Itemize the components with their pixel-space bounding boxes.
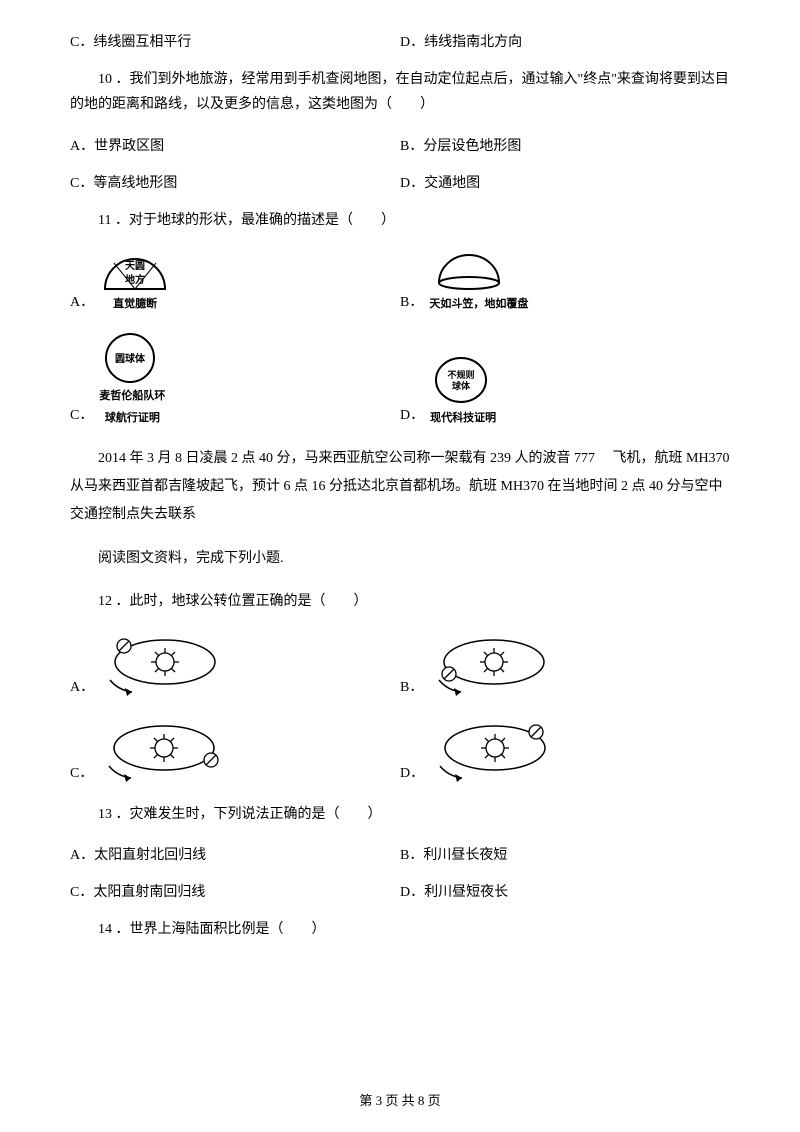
q11-c-caption-l1: 麦哲伦船队环	[99, 387, 165, 407]
q11-d-inner1: 不规则	[448, 369, 475, 380]
q11-a-midtext: 地方	[125, 273, 145, 286]
q11-a-caption: 直觉臆断	[100, 295, 170, 315]
option-c: C．纬线圈互相平行	[70, 30, 400, 55]
q12-option-b: B．	[400, 630, 730, 700]
q11-c-caption-l2: 球航行证明	[99, 409, 165, 429]
q12-orbit-c-icon	[99, 716, 229, 786]
q10-option-d: D．交通地图	[400, 171, 730, 196]
q12-option-a: A．	[70, 630, 400, 700]
q13-option-b: B．利川昼长夜短	[400, 843, 730, 868]
q12-option-c: C．	[70, 716, 400, 786]
q11-d-caption: 现代科技证明	[430, 409, 496, 429]
q11-option-d: D． 不规则 球体 现代科技证明	[400, 331, 730, 429]
q12-label-c: C．	[70, 761, 93, 786]
q12-orbit-b-icon	[429, 630, 559, 700]
q10-option-b: B．分层设色地形图	[400, 134, 730, 159]
question-10-stem: 10 ．我们到外地旅游，经常用到手机查阅地图，在自动定位起点后，通过输入"终点"…	[70, 67, 730, 117]
q12-label-a: A．	[70, 675, 94, 700]
q11-option-c: C． 圆球体 麦哲伦船队环 球航行证明	[70, 331, 400, 429]
q12-orbit-d-icon	[430, 716, 560, 786]
q11-row2: C． 圆球体 麦哲伦船队环 球航行证明 D． 不规则 球体 现代科技证明	[70, 331, 730, 429]
q11-shape-b-hemisphere-icon: 天如斗笠，地如覆盘	[429, 249, 528, 315]
question-10-row2: C．等高线地形图 D．交通地图	[70, 171, 730, 196]
q10-option-a: A．世界政区图	[70, 134, 400, 159]
q11-shape-d-irregular-sphere-icon: 不规则 球体 现代科技证明	[430, 353, 496, 429]
q12-label-d: D．	[400, 761, 424, 786]
q11-d-inner2: 球体	[452, 380, 471, 391]
passage-mh370: 2014 年 3 月 8 日凌晨 2 点 40 分，马来西亚航空公司称一架载有 …	[70, 445, 730, 529]
q13-option-a: A．太阳直射北回归线	[70, 843, 400, 868]
q12-option-d: D．	[400, 716, 730, 786]
q11-option-a: A． 天圆 地方 直觉臆断	[70, 249, 400, 315]
question-10-row1: A．世界政区图 B．分层设色地形图	[70, 134, 730, 159]
question-13-stem: 13 ．灾难发生时，下列说法正确的是（ ）	[70, 802, 730, 827]
q11-label-d: D．	[400, 403, 424, 428]
q13-row1: A．太阳直射北回归线 B．利川昼长夜短	[70, 843, 730, 868]
q11-c-inner: 圆球体	[115, 352, 146, 365]
q10-option-c: C．等高线地形图	[70, 171, 400, 196]
q11-option-b: B． 天如斗笠，地如覆盘	[400, 249, 730, 315]
q11-shape-c-sphere-icon: 圆球体 麦哲伦船队环 球航行证明	[99, 331, 165, 429]
passage-instruction: 阅读图文资料，完成下列小题.	[70, 545, 730, 573]
q11-label-a: A．	[70, 290, 94, 315]
q13-option-c: C．太阳直射南回归线	[70, 880, 400, 905]
q13-row2: C．太阳直射南回归线 D．利川昼短夜长	[70, 880, 730, 905]
q11-a-toptext: 天圆	[125, 260, 145, 272]
q12-row2: C．	[70, 716, 730, 786]
question-12-stem: 12 ．此时，地球公转位置正确的是（ ）	[70, 589, 730, 614]
q12-label-b: B．	[400, 675, 423, 700]
q11-label-b: B．	[400, 290, 423, 315]
q11-shape-a-dome-icon: 天圆 地方 直觉臆断	[100, 251, 170, 315]
q11-label-c: C．	[70, 403, 93, 428]
prev-question-tail: C．纬线圈互相平行 D．纬线指南北方向	[70, 30, 730, 55]
option-d: D．纬线指南北方向	[400, 30, 730, 55]
q11-b-caption: 天如斗笠，地如覆盘	[429, 295, 528, 315]
q11-row1: A． 天圆 地方 直觉臆断 B． 天如斗笠，地如覆盘	[70, 249, 730, 315]
page-footer: 第 3 页 共 8 页	[0, 1089, 800, 1112]
question-14-stem: 14 ．世界上海陆面积比例是（ ）	[70, 917, 730, 942]
q13-option-d: D．利川昼短夜长	[400, 880, 730, 905]
q12-orbit-a-icon	[100, 630, 230, 700]
question-11-stem: 11 ．对于地球的形状，最准确的描述是（ ）	[70, 208, 730, 233]
q12-row1: A．	[70, 630, 730, 700]
